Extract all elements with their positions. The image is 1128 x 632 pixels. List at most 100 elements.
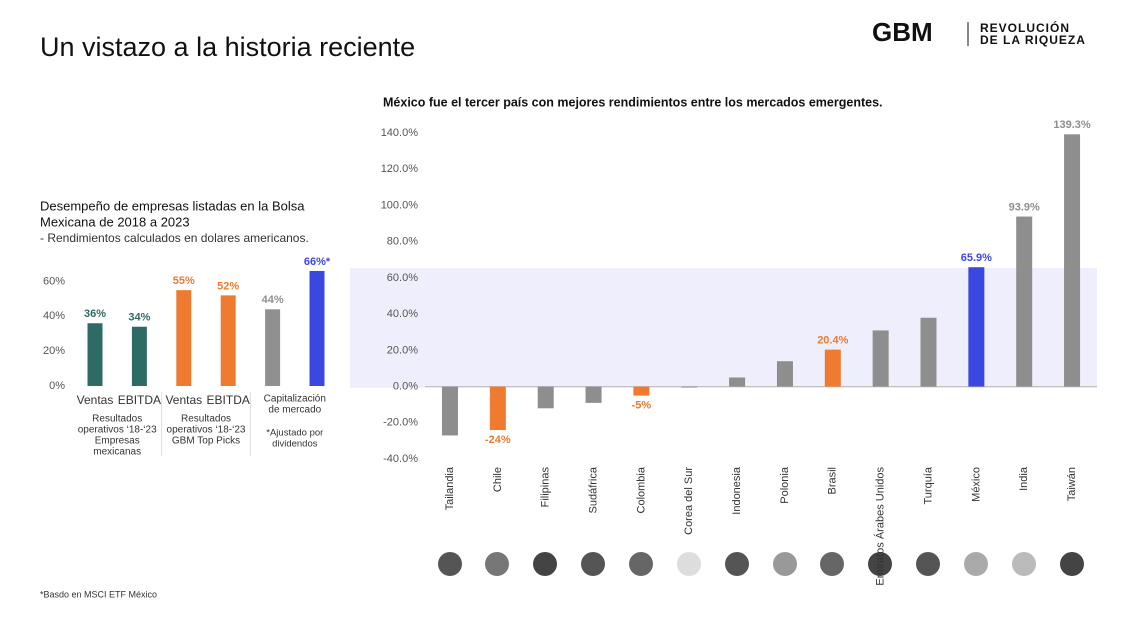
chart-title: México fue el tercer país con mejores re… [383,95,883,109]
flag [581,552,605,576]
group-label: de mercado [268,405,321,416]
flag [725,552,749,576]
group-note: dividendos [272,439,318,450]
y-tick-label: -40.0% [383,453,418,465]
x-tick-label: Turquía [922,466,934,504]
x-tick-label: Tailandia [444,466,456,510]
group-label: Resultados [181,414,231,425]
group-label: mexicanas [93,447,141,458]
value-label: 44% [262,294,284,306]
flag [677,552,701,576]
value-label: 20.4% [817,335,848,347]
value-label: 52% [217,280,239,292]
bar [776,361,793,387]
logo-tagline: REVOLUCIÓN [980,20,1070,35]
bar [176,290,192,386]
value-label: 139.3% [1053,119,1091,131]
value-label: 65.9% [961,252,992,264]
flag [773,552,797,576]
bar [265,309,281,386]
bar [87,323,103,386]
x-tick-label: Filipinas [540,467,552,508]
x-tick-label: México [970,467,982,502]
bar [489,386,506,431]
x-tick-label: Indonesia [731,466,743,515]
footnote: *Basdo en MSCI ETF México [40,589,157,599]
bar [920,317,937,387]
bar [131,326,147,386]
bar [442,386,458,436]
value-label: -5% [632,400,652,412]
group-label: GBM Top Picks [172,436,240,447]
y-tick-label: -20.0% [383,417,418,429]
group-note: *Ajustado por [266,428,323,439]
bar [681,386,698,388]
value-label: 55% [173,275,195,287]
x-tick-label: India [1018,466,1030,491]
y-tick-label: 120.0% [381,163,419,175]
x-tick-label: Chile [492,467,504,492]
bar [1064,134,1081,387]
bar [824,349,841,387]
bar [872,330,889,387]
flag [916,552,940,576]
x-tick-label: Sudáfrica [587,466,599,513]
x-tick-label: EBITDA [207,393,250,407]
group-label: operativos ‘18-‘23 [167,425,246,436]
slide-title: Un vistazo a la historia reciente [40,32,415,62]
x-tick-label: Polonia [779,466,791,504]
flag [1060,552,1084,576]
y-tick-label: 0.0% [393,380,418,392]
y-tick-label: 140.0% [381,127,419,139]
x-tick-label: Corea del Sur [683,467,695,535]
x-tick-label: Colombia [635,466,647,513]
value-label: -24% [485,434,511,446]
y-tick-label: 60% [43,275,65,287]
flag [1012,552,1036,576]
group-label: Capitalización [264,394,326,405]
bar [220,295,236,386]
chart-title: Mexicana de 2018 a 2023 [40,214,190,229]
y-tick-label: 100.0% [381,199,419,211]
y-tick-label: 40.0% [387,308,418,320]
y-tick-label: 0% [49,380,65,392]
x-tick-label: Ventas [77,393,114,407]
y-tick-label: 60.0% [387,272,418,284]
value-label: 93.9% [1009,201,1040,213]
bar [585,386,602,403]
x-tick-label: Ventas [165,393,202,407]
flag [868,552,892,576]
y-tick-label: 80.0% [387,236,418,248]
group-label: Resultados [92,414,142,425]
value-label: 36% [84,308,106,320]
y-tick-label: 20.0% [387,344,418,356]
flag [485,552,509,576]
y-tick-label: 20% [43,345,65,357]
group-label: Empresas [95,436,140,447]
bar [1016,216,1033,387]
flags [438,552,1084,576]
bar [537,386,554,409]
bar [309,270,325,386]
bar [633,386,650,396]
flag [964,552,988,576]
flag [533,552,557,576]
chart-subtitle: - Rendimientos calculados en dolares ame… [40,231,309,245]
group-label: operativos ‘18-‘23 [78,425,157,436]
x-tick-label: Emiratos Árabes Unidos [874,467,887,586]
bar [968,267,985,387]
logo-tagline: DE LA RIQUEZA [980,33,1086,47]
x-tick-label: EBITDA [118,393,161,407]
value-label: 34% [128,312,150,324]
chart-title: Desempeño de empresas listadas en la Bol… [40,198,305,213]
bar [729,377,746,387]
flag [820,552,844,576]
value-label: 66%* [304,256,331,268]
y-tick-label: 40% [43,310,65,322]
x-tick-label: Brasil [827,467,839,495]
logo: GBM [872,17,933,47]
x-tick-label: Taiwán [1066,467,1078,501]
flag [629,552,653,576]
highlight-band [350,268,1097,388]
